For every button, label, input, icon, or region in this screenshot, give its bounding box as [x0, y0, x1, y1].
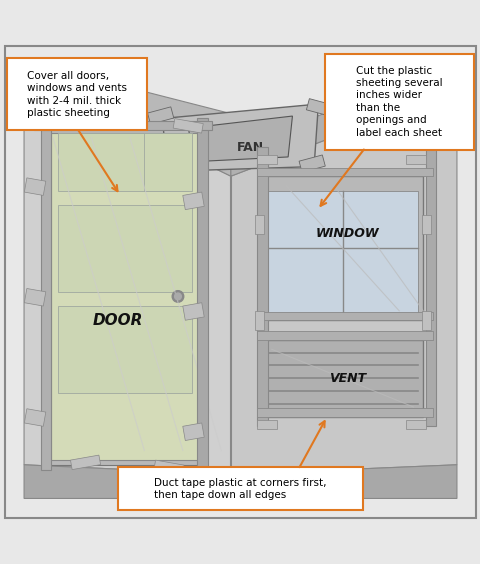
FancyBboxPatch shape [144, 133, 192, 191]
FancyBboxPatch shape [118, 467, 362, 510]
Bar [147, 107, 173, 124]
Bar [257, 156, 276, 164]
Bar [421, 215, 430, 234]
FancyBboxPatch shape [425, 147, 435, 426]
FancyBboxPatch shape [266, 191, 418, 316]
FancyBboxPatch shape [257, 312, 432, 320]
Bar [406, 156, 425, 164]
FancyBboxPatch shape [257, 408, 432, 417]
Text: Cut the plastic
sheeting several
inches wider
than the
openings and
label each s: Cut the plastic sheeting several inches … [355, 65, 442, 138]
Bar [182, 423, 204, 440]
FancyBboxPatch shape [7, 58, 146, 130]
Bar [24, 289, 46, 306]
Bar [254, 215, 263, 234]
Polygon shape [162, 104, 318, 171]
FancyBboxPatch shape [5, 46, 475, 518]
FancyBboxPatch shape [58, 133, 187, 191]
FancyBboxPatch shape [257, 331, 432, 340]
FancyBboxPatch shape [197, 118, 207, 470]
FancyBboxPatch shape [262, 176, 422, 320]
Bar [42, 113, 72, 128]
Bar [154, 460, 184, 474]
Bar [182, 192, 204, 210]
Polygon shape [50, 133, 199, 460]
Bar [299, 155, 324, 173]
Circle shape [174, 293, 181, 300]
Bar [182, 303, 204, 320]
Text: Cover all doors,
windows and vents
with 2-4 mil. thick
plastic sheeting: Cover all doors, windows and vents with … [27, 71, 127, 118]
Polygon shape [188, 116, 292, 162]
Bar [406, 420, 425, 429]
Bar [173, 118, 203, 133]
Polygon shape [24, 465, 456, 499]
Text: VENT: VENT [328, 372, 365, 385]
Text: FAN: FAN [236, 141, 263, 154]
Text: WINDOW: WINDOW [315, 227, 379, 240]
FancyBboxPatch shape [324, 54, 473, 149]
FancyBboxPatch shape [58, 205, 192, 292]
FancyBboxPatch shape [34, 121, 211, 130]
Bar [254, 311, 263, 330]
Bar [306, 99, 332, 116]
Bar [257, 420, 276, 429]
Polygon shape [24, 61, 230, 176]
Bar [24, 178, 46, 195]
Polygon shape [43, 128, 202, 465]
Circle shape [172, 290, 183, 302]
Polygon shape [24, 75, 230, 474]
Bar [24, 409, 46, 426]
FancyBboxPatch shape [41, 118, 51, 470]
Polygon shape [230, 65, 456, 176]
Bar [155, 166, 181, 183]
FancyBboxPatch shape [257, 168, 432, 176]
FancyBboxPatch shape [262, 340, 422, 417]
Text: Duct tape plastic at corners first,
then tape down all edges: Duct tape plastic at corners first, then… [154, 478, 326, 500]
Polygon shape [230, 90, 456, 474]
Bar [421, 311, 430, 330]
FancyBboxPatch shape [257, 147, 267, 426]
FancyBboxPatch shape [58, 306, 192, 393]
Bar [71, 455, 100, 470]
Text: DOOR: DOOR [93, 313, 143, 328]
